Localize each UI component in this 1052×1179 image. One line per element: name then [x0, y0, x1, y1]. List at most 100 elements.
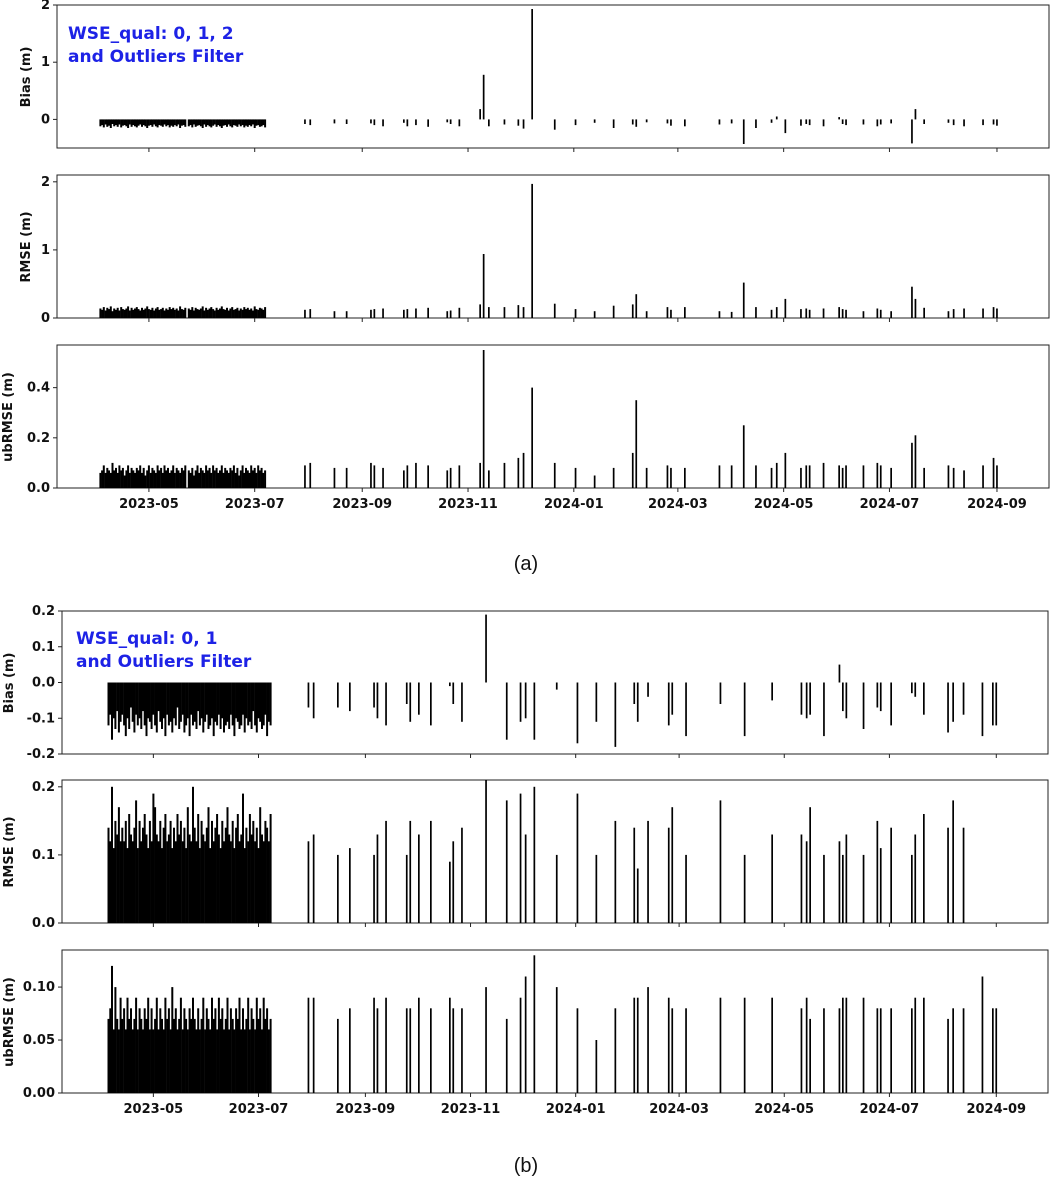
bar [109, 682, 112, 715]
bar [614, 682, 617, 747]
bar [162, 682, 165, 719]
bar [106, 307, 109, 318]
bar [923, 307, 925, 318]
bar [452, 1008, 455, 1093]
bar [193, 475, 195, 488]
bar [179, 997, 182, 1093]
bar [245, 682, 248, 719]
bar [505, 1018, 508, 1093]
bar [182, 309, 185, 318]
bar [784, 452, 787, 488]
bar [911, 682, 913, 694]
bar [845, 119, 847, 126]
bar [135, 307, 138, 318]
bar [503, 462, 506, 488]
bar [370, 462, 372, 488]
bar [147, 119, 150, 126]
bar [161, 848, 163, 923]
bar [124, 1029, 127, 1093]
bar [115, 119, 117, 126]
axes-frame [56, 4, 1050, 149]
bar [135, 119, 138, 128]
bar [239, 119, 242, 127]
panel-b-rmse: RMSE (m) 0.0 0.1 0.2 [2, 779, 1049, 931]
bar [517, 457, 520, 488]
x-tick-label: 2024-09 [966, 1102, 1026, 1117]
bar [264, 119, 267, 128]
bar [258, 307, 261, 318]
bar [890, 311, 892, 318]
bar [243, 848, 246, 923]
x-tick-label: 2023-07 [229, 1102, 289, 1117]
x-tick-label: 2023-05 [119, 497, 179, 512]
bar [667, 827, 670, 923]
bar [635, 400, 638, 488]
bar [121, 309, 124, 318]
bar [841, 467, 844, 488]
bar [236, 682, 239, 722]
bar [633, 682, 636, 704]
y-axis-label: ubRMSE (m) [2, 977, 17, 1067]
bar [106, 467, 109, 488]
bar [121, 1018, 124, 1093]
bar [190, 682, 193, 715]
bar [245, 1018, 248, 1093]
y-tick-label: -0.1 [27, 711, 55, 726]
bar [165, 119, 168, 127]
bar [140, 1018, 143, 1093]
bar [128, 310, 131, 318]
bar [255, 472, 258, 488]
bar [531, 9, 533, 120]
bar [156, 465, 159, 488]
bar [229, 682, 232, 715]
axes-frame [56, 344, 1050, 489]
bar [370, 309, 372, 318]
bar [505, 682, 508, 740]
bar [719, 682, 722, 704]
bar [142, 309, 145, 318]
bar [171, 848, 174, 923]
bar [403, 309, 405, 318]
bar [133, 827, 136, 923]
bar [307, 841, 310, 923]
group-b: Bias (m) -0.2 -0.1 0.0 0.1 0.2 WSE_qual: 0, … [2, 604, 1049, 1177]
bar [131, 1029, 134, 1093]
bar [125, 470, 128, 488]
bar [257, 848, 260, 923]
bar [154, 1018, 157, 1093]
bar [253, 467, 256, 488]
y-tick-label: 0.2 [27, 431, 50, 446]
bar [182, 119, 185, 126]
bar [823, 682, 825, 737]
bar [248, 472, 251, 488]
bar [267, 682, 270, 722]
bar [418, 682, 420, 715]
bar [771, 834, 773, 923]
bar [382, 467, 384, 488]
bar [243, 307, 246, 318]
bar [524, 834, 527, 923]
bar [262, 841, 265, 923]
bar [258, 119, 261, 127]
bar [174, 682, 177, 726]
bar [209, 1029, 212, 1093]
bar [446, 119, 449, 123]
bar [198, 848, 201, 923]
bar [111, 119, 114, 124]
bar [255, 309, 258, 318]
bar [345, 119, 348, 124]
bar [307, 682, 310, 708]
bar [952, 119, 955, 126]
bar [485, 780, 487, 923]
bar [173, 309, 176, 318]
bar [156, 307, 159, 318]
bar [503, 307, 506, 318]
bar [206, 119, 209, 126]
bar [376, 1008, 379, 1093]
bar [204, 682, 207, 722]
bar [242, 793, 244, 923]
bar [192, 682, 194, 726]
bar [197, 682, 200, 712]
bar [595, 854, 598, 923]
bar [141, 119, 143, 127]
